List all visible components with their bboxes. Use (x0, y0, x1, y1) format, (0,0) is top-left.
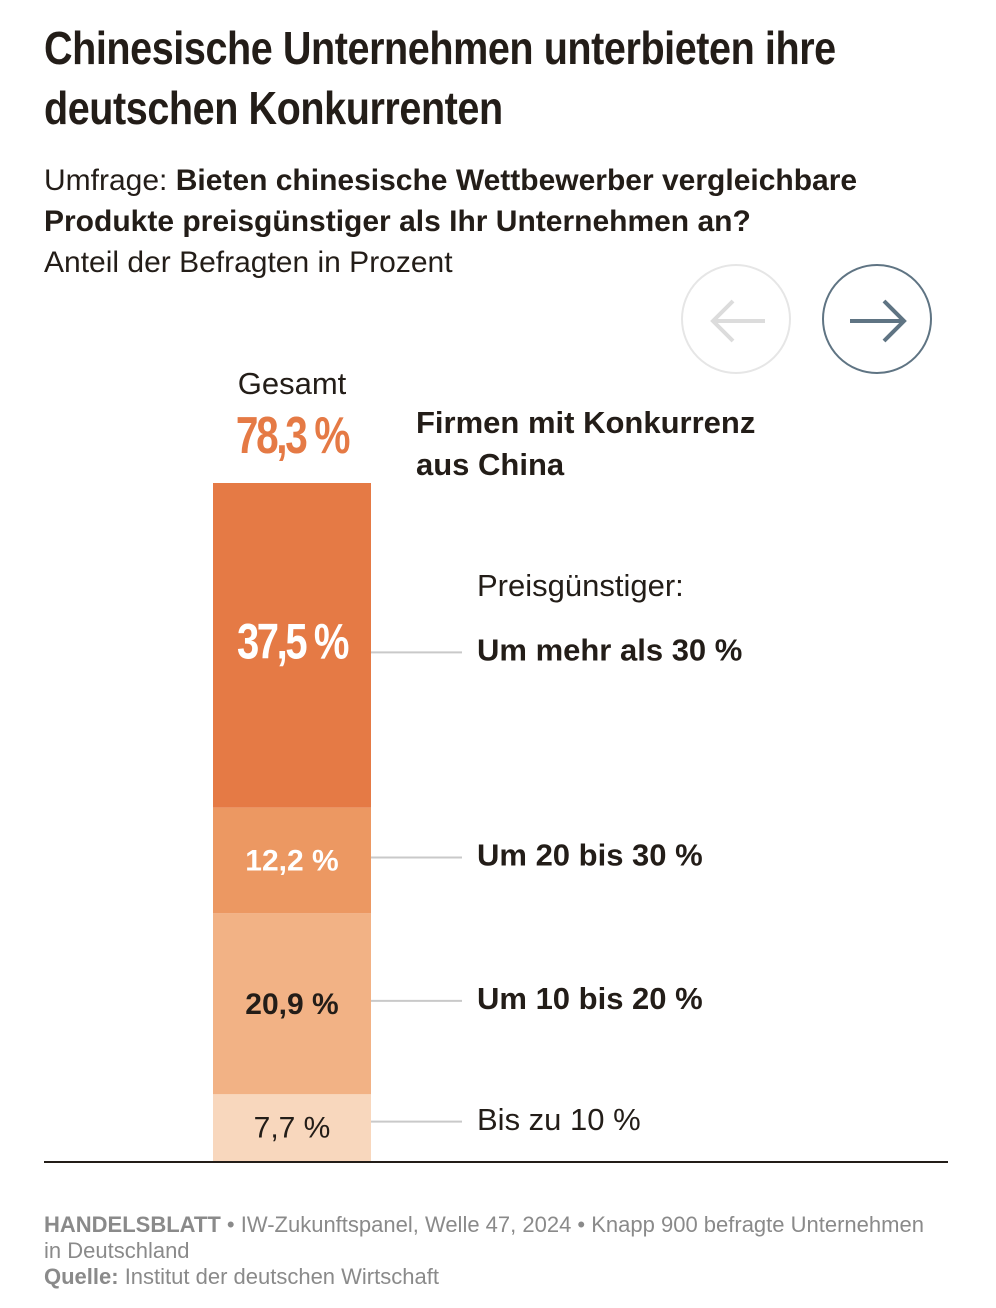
arrow-left-icon (710, 299, 765, 343)
chart-title: Chinesische Unternehmen unterbieten ihre… (44, 22, 836, 134)
bar-segment-um-mehr-als-30 (213, 483, 371, 808)
category-label-um-20-bis-30: Um 20 bis 30 % (477, 838, 703, 873)
next-button[interactable] (822, 264, 932, 374)
footer-source: Institut der deutschen Wirtschaft (118, 1264, 439, 1289)
footer-source-label: Quelle: (44, 1264, 119, 1289)
arrow-right-icon (850, 299, 907, 343)
group-label: Preisgünstiger: (477, 568, 684, 603)
bar-segment-um-10-bis-20 (213, 913, 371, 1095)
total-label: Gesamt (237, 366, 347, 401)
category-label-um-mehr-als-30: Um mehr als 30 % (477, 633, 742, 668)
category-label-um-10-bis-20: Um 10 bis 20 % (477, 981, 703, 1016)
bar-segment-bis-zu-10 (213, 1094, 371, 1161)
footer-note: • IW-Zukunftspanel, Welle 47, 2024 • Kna… (44, 1212, 924, 1263)
value-label-um-mehr-als-30: 37,5 % (237, 613, 349, 669)
value-label-um-20-bis-30: 12,2 % (245, 844, 338, 877)
unit-label: Anteil der Befragten in Prozent (44, 246, 453, 279)
footer-publisher: HANDELSBLATT (44, 1212, 221, 1237)
value-label-um-10-bis-20: 20,9 % (245, 988, 338, 1021)
survey-question: Bieten chinesische Wettbewerber vergleic… (44, 164, 858, 238)
total-value: 78,3 % (235, 407, 351, 465)
chart-baseline (44, 1161, 948, 1163)
bar-segment-um-20-bis-30 (213, 807, 371, 914)
subtitle-prefix: Umfrage: (44, 164, 176, 197)
chart-subtitle: Umfrage: Bieten chinesische Wettbewerber… (44, 160, 964, 242)
previous-button[interactable] (681, 264, 791, 374)
value-label-bis-zu-10: 7,7 % (254, 1112, 331, 1145)
legend-title: Firmen mit Konkurrenz aus China (416, 405, 756, 482)
footer: HANDELSBLATT • IW-Zukunftspanel, Welle 4… (44, 1212, 944, 1290)
category-label-bis-zu-10: Bis zu 10 % (477, 1102, 641, 1137)
